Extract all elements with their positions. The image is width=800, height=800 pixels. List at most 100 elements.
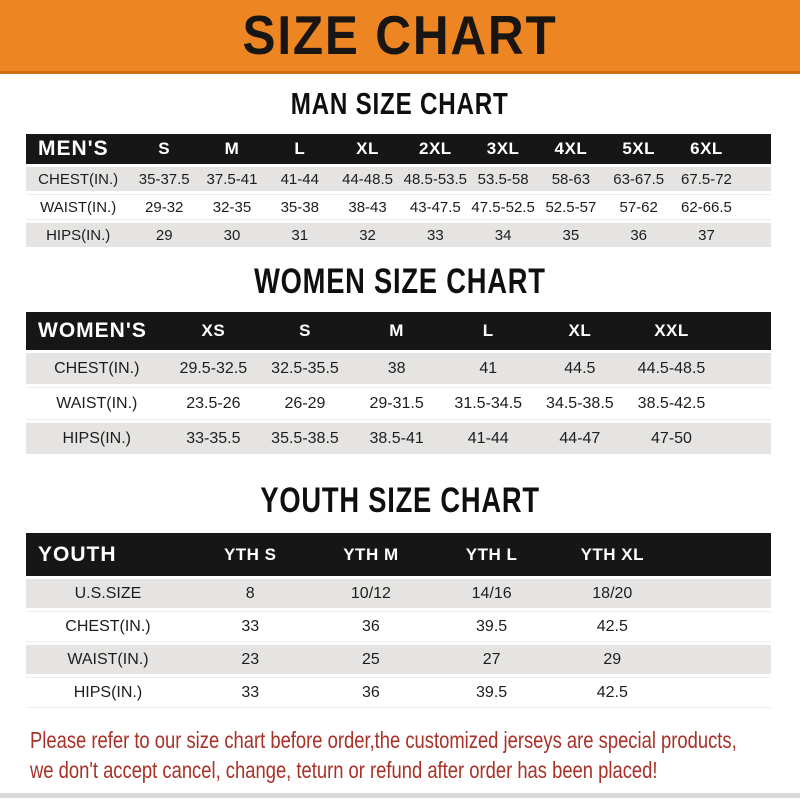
size-value-cell: 31 [265, 223, 334, 247]
size-value-cell: 39.5 [431, 611, 552, 642]
size-column-header: L [442, 312, 535, 350]
spacer-cell [717, 423, 771, 454]
size-value-cell: 33 [401, 223, 470, 247]
size-value-cell: 48.5-53.5 [401, 167, 470, 191]
men-size-chart-heading: MAN SIZE CHART [0, 86, 800, 122]
size-value-cell: 37 [672, 223, 741, 247]
size-value-cell: 34.5-38.5 [534, 387, 626, 420]
size-value-cell: 35-37.5 [130, 167, 199, 191]
size-column-header: XS [167, 312, 260, 350]
size-column-header: YTH S [189, 533, 311, 576]
size-column-header: M [198, 134, 266, 164]
size-value-cell: 63-67.5 [604, 167, 673, 191]
size-column-header: S [259, 312, 351, 350]
men-table-header-row: MEN'S S M L XL 2XL 3XL 4XL 5XL 6XL [26, 134, 771, 164]
size-value-cell: 58-63 [537, 167, 605, 191]
men-size-table: MEN'S S M L XL 2XL 3XL 4XL 5XL 6XL CHEST(IN.) 35-37… [26, 131, 771, 250]
size-column-header: XL [534, 312, 626, 350]
spacer-cell [740, 223, 771, 247]
size-column-header: S [130, 134, 199, 164]
spacer-cell [672, 579, 771, 608]
table-row: CHEST(IN.) 33 36 39.5 42.5 [26, 611, 771, 642]
spacer-cell [672, 533, 771, 576]
table-row: HIPS(IN.) 29 30 31 32 33 34 35 36 37 [26, 223, 771, 247]
bottom-divider [0, 793, 800, 798]
size-value-cell: 14/16 [431, 579, 552, 608]
table-row: HIPS(IN.) 33-35.5 35.5-38.5 38.5-41 41-44 44-… [26, 423, 771, 454]
size-value-cell: 29.5-32.5 [167, 353, 260, 384]
youth-size-chart-heading: YOUTH SIZE CHART [0, 480, 800, 522]
size-column-header: M [350, 312, 443, 350]
table-row: U.S.SIZE 8 10/12 14/16 18/20 [26, 579, 771, 608]
size-value-cell: 44.5 [534, 353, 626, 384]
size-chart-title: SIZE CHART [242, 4, 558, 66]
size-value-cell: 37.5-41 [198, 167, 266, 191]
size-value-cell: 29 [130, 223, 199, 247]
size-value-cell: 57-62 [604, 194, 673, 220]
size-value-cell: 27 [431, 645, 552, 674]
size-value-cell: 38 [350, 353, 443, 384]
row-label: CHEST(IN.) [26, 167, 131, 191]
footer-note-line-1: Please refer to our size chart before or… [30, 727, 737, 753]
spacer-cell [740, 134, 771, 164]
size-value-cell: 62-66.5 [672, 194, 741, 220]
row-label: WAIST(IN.) [26, 645, 190, 674]
size-value-cell: 36 [604, 223, 673, 247]
table-row: WAIST(IN.) 29-32 32-35 35-38 38-43 43-47.5 47.… [26, 194, 771, 220]
row-label: HIPS(IN.) [26, 223, 131, 247]
size-value-cell: 52.5-57 [537, 194, 605, 220]
size-value-cell: 43-47.5 [401, 194, 470, 220]
size-chart-banner: SIZE CHART [0, 0, 800, 74]
youth-table-header-row: YOUTH YTH S YTH M YTH L YTH XL [26, 533, 771, 576]
size-value-cell: 35 [537, 223, 605, 247]
size-value-cell: 8 [189, 579, 311, 608]
size-column-header: L [265, 134, 334, 164]
size-value-cell: 23.5-26 [167, 387, 260, 420]
spacer-cell [740, 167, 771, 191]
table-row: HIPS(IN.) 33 36 39.5 42.5 [26, 677, 771, 708]
women-size-chart-heading-text: WOMEN SIZE CHART [254, 262, 546, 301]
women-table-label: WOMEN'S [26, 312, 168, 350]
size-column-header: 4XL [537, 134, 605, 164]
row-label: U.S.SIZE [26, 579, 190, 608]
youth-size-table: YOUTH YTH S YTH M YTH L YTH XL U.S.SIZE 8 10/12… [26, 530, 771, 711]
size-value-cell: 41-44 [442, 423, 535, 454]
size-value-cell: 32-35 [198, 194, 266, 220]
spacer-cell [672, 645, 771, 674]
size-value-cell: 44-47 [534, 423, 626, 454]
row-label: CHEST(IN.) [26, 353, 168, 384]
size-value-cell: 47-50 [625, 423, 718, 454]
spacer-cell [717, 353, 771, 384]
table-row: CHEST(IN.) 35-37.5 37.5-41 41-44 44-48.5 48.5… [26, 167, 771, 191]
size-column-header: YTH M [310, 533, 432, 576]
size-value-cell: 10/12 [310, 579, 432, 608]
spacer-cell [672, 677, 771, 708]
size-value-cell: 34 [469, 223, 537, 247]
size-chart-sections: MAN SIZE CHART MEN'S S M L XL 2XL 3XL 4XL 5XL 6XL C… [0, 86, 800, 711]
men-table-label: MEN'S [26, 134, 131, 164]
spacer-cell [672, 611, 771, 642]
row-label: WAIST(IN.) [26, 194, 131, 220]
table-row: WAIST(IN.) 23 25 27 29 [26, 645, 771, 674]
size-value-cell: 42.5 [551, 611, 673, 642]
women-size-table: WOMEN'S XS S M L XL XXL CHEST(IN.) 29.5-32.5 32.5… [26, 309, 771, 457]
spacer-cell [740, 194, 771, 220]
size-value-cell: 32.5-35.5 [259, 353, 351, 384]
size-value-cell: 44.5-48.5 [625, 353, 718, 384]
size-value-cell: 31.5-34.5 [442, 387, 535, 420]
row-label: CHEST(IN.) [26, 611, 190, 642]
spacer-cell [717, 312, 771, 350]
size-value-cell: 38-43 [333, 194, 402, 220]
size-value-cell: 38.5-41 [350, 423, 443, 454]
size-value-cell: 41 [442, 353, 535, 384]
size-value-cell: 30 [198, 223, 266, 247]
row-label: HIPS(IN.) [26, 677, 190, 708]
size-value-cell: 38.5-42.5 [625, 387, 718, 420]
table-row: WAIST(IN.) 23.5-26 26-29 29-31.5 31.5-34.5 34… [26, 387, 771, 420]
size-value-cell: 23 [189, 645, 311, 674]
youth-size-chart-heading-text: YOUTH SIZE CHART [260, 481, 540, 520]
size-value-cell: 39.5 [431, 677, 552, 708]
men-size-chart-heading-text: MAN SIZE CHART [291, 86, 509, 121]
footer-note-line-2: we don't accept cancel, change, teturn o… [30, 757, 658, 783]
